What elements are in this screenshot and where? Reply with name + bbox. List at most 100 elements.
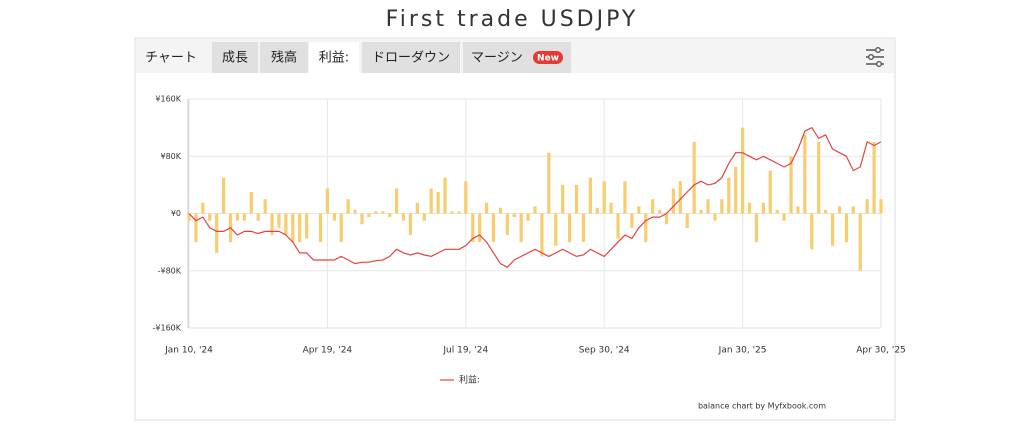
bar — [540, 213, 544, 257]
bar — [747, 202, 752, 214]
bar — [581, 213, 586, 243]
bar — [789, 156, 793, 214]
bar — [395, 188, 399, 214]
badge — [533, 51, 563, 64]
bar — [768, 170, 772, 214]
bar — [568, 213, 572, 243]
x-tick-label: Jul 19, '24 — [442, 346, 488, 356]
bar — [734, 166, 738, 214]
bar — [865, 199, 869, 214]
badge-label: New — [537, 54, 559, 64]
y-tick-label: -¥80K — [158, 266, 182, 275]
bar — [810, 213, 814, 250]
bar — [706, 199, 710, 214]
bar — [609, 202, 613, 214]
tab[interactable] — [309, 42, 359, 73]
bar — [595, 207, 599, 214]
bar — [741, 127, 745, 214]
bar — [298, 213, 302, 243]
bar — [685, 213, 689, 228]
bar — [498, 207, 502, 214]
bar — [782, 213, 786, 221]
tab-label[interactable]: 残高 — [271, 50, 297, 66]
bar — [415, 202, 419, 214]
bar — [429, 188, 433, 214]
x-tick-label: Sep 30, '24 — [579, 346, 630, 356]
bar — [844, 213, 848, 243]
y-tick-label: ¥160K — [155, 95, 181, 104]
tab-label[interactable]: 成長 — [222, 51, 248, 66]
bar — [346, 199, 350, 214]
bar — [512, 213, 516, 218]
legend-label[interactable]: 利益: — [459, 374, 480, 386]
bar — [761, 202, 765, 214]
bar — [533, 206, 537, 214]
settings-icon[interactable] — [866, 47, 884, 68]
bar — [305, 213, 309, 239]
x-tick-label: Jan 30, '25 — [718, 346, 767, 356]
bar — [824, 209, 828, 214]
tab[interactable] — [212, 42, 258, 73]
bar — [325, 188, 329, 214]
bar — [478, 213, 482, 243]
bar — [651, 199, 655, 214]
bar — [574, 184, 579, 214]
bar — [554, 213, 558, 246]
bar — [235, 213, 240, 221]
bar — [664, 213, 669, 225]
y-tick-label: ¥0 — [171, 209, 181, 218]
bar — [339, 213, 343, 243]
bar — [588, 177, 592, 214]
bar — [291, 213, 295, 243]
bar — [422, 213, 426, 221]
bar — [208, 213, 212, 221]
bar — [332, 213, 336, 221]
bar — [630, 213, 634, 228]
tab-label[interactable]: ドローダウン — [372, 51, 450, 66]
bar — [830, 213, 835, 246]
bar — [720, 199, 724, 214]
x-tick-label: Apr 30, '25 — [856, 346, 906, 356]
x-tick-label: Jan 10, '24 — [164, 346, 213, 356]
bar — [872, 141, 876, 214]
bar — [858, 213, 862, 271]
tab[interactable] — [362, 42, 460, 73]
bar — [837, 206, 842, 214]
bar — [796, 206, 800, 214]
bar — [616, 213, 620, 239]
bar — [360, 213, 364, 225]
bar — [277, 213, 281, 228]
credit: balance chart by Myfxbook.com — [698, 402, 826, 411]
bar — [561, 184, 565, 214]
tab-label[interactable]: チャート — [145, 51, 197, 66]
bar — [623, 181, 627, 214]
bar — [471, 213, 475, 243]
bar — [547, 152, 551, 214]
bar — [519, 213, 523, 243]
bar — [194, 213, 198, 243]
bar — [401, 213, 406, 221]
tab[interactable] — [260, 42, 308, 73]
x-tick-label: Apr 19, '24 — [303, 346, 353, 356]
bar — [367, 213, 371, 218]
bar — [602, 181, 606, 214]
bar — [657, 209, 662, 214]
bar — [187, 213, 191, 221]
tab-label[interactable]: マージン — [471, 51, 523, 66]
bar — [775, 209, 779, 214]
line — [188, 126, 882, 268]
bar — [713, 213, 717, 221]
bar — [284, 213, 288, 235]
bar — [803, 134, 807, 214]
bar — [727, 177, 731, 214]
bar — [457, 211, 461, 214]
bar — [450, 211, 454, 214]
y-tick-label: -¥160K — [153, 324, 182, 333]
bar — [505, 213, 509, 235]
tab-label[interactable]: 利益: — [319, 51, 349, 66]
bar — [491, 213, 496, 243]
bar — [637, 206, 641, 214]
y-tick-label: ¥80K — [160, 152, 181, 161]
bar — [242, 213, 246, 221]
